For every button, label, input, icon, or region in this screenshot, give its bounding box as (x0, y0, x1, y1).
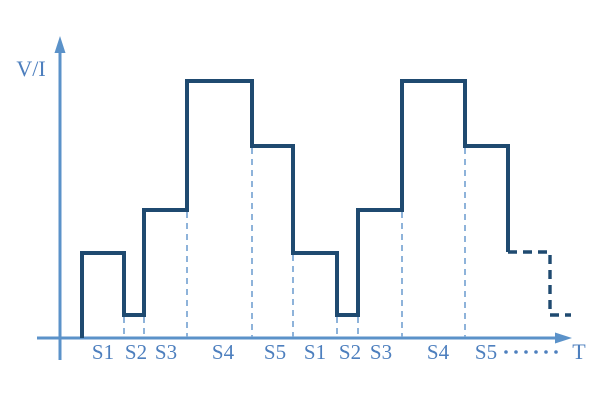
continuation-dot (554, 350, 558, 354)
segment-label: S5 (475, 340, 497, 364)
y-axis-label: V/I (16, 56, 45, 81)
segment-label: S2 (125, 340, 147, 364)
continuation-dot (544, 350, 548, 354)
segment-label: S4 (212, 340, 235, 364)
y-axis (54, 36, 66, 360)
x-axis-label: T (572, 339, 586, 364)
x-axis (37, 332, 572, 344)
segment-label: S5 (264, 340, 286, 364)
segment-label: S4 (427, 340, 450, 364)
segment-label: S1 (304, 340, 326, 364)
x-axis-arrow-icon (555, 332, 572, 344)
waveform-solid-path (80, 79, 510, 338)
continuation-dot (534, 350, 538, 354)
segment-label: S3 (370, 340, 392, 364)
continuation-dots (504, 350, 558, 354)
x-axis-segment-labels: S1 S2 S3 S4 S5 S1 S2 S3 S4 S5 (92, 340, 497, 364)
continuation-dot (504, 350, 508, 354)
segment-label: S1 (92, 340, 114, 364)
y-axis-arrow-icon (54, 36, 66, 53)
waveform-dashed-continuation (508, 250, 571, 317)
segment-label: S2 (339, 340, 361, 364)
continuation-dot (514, 350, 518, 354)
waveform-trace (80, 79, 571, 338)
segment-boundary-guides (123, 148, 466, 337)
continuation-dot (524, 350, 528, 354)
segment-label: S3 (155, 340, 177, 364)
